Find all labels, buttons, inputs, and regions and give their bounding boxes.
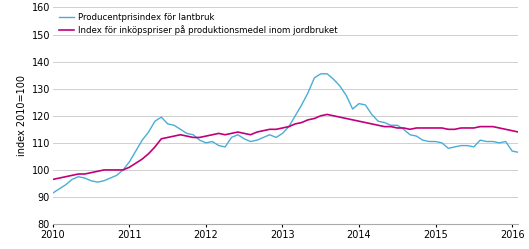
- Producentprisindex för lantbruk: [50, 191, 56, 194]
- Producentprisindex för lantbruk: [298, 103, 305, 106]
- Index för inköpspriser på produktionsmedel inom jordbruket: [50, 178, 56, 181]
- Producentprisindex för lantbruk: [133, 149, 139, 152]
- Index för inköpspriser på produktionsmedel inom jordbruket: [260, 129, 267, 132]
- Line: Index för inköpspriser på produktionsmedel inom jordbruket: Index för inköpspriser på produktionsmed…: [53, 115, 529, 180]
- Y-axis label: index 2010=100: index 2010=100: [17, 75, 28, 156]
- Producentprisindex för lantbruk: [209, 140, 215, 143]
- Line: Producentprisindex för lantbruk: Producentprisindex för lantbruk: [53, 74, 529, 193]
- Producentprisindex för lantbruk: [81, 177, 88, 180]
- Legend: Producentprisindex för lantbruk, Index för inköpspriser på produktionsmedel inom: Producentprisindex för lantbruk, Index f…: [57, 12, 339, 36]
- Producentprisindex för lantbruk: [260, 136, 267, 139]
- Index för inköpspriser på produktionsmedel inom jordbruket: [324, 113, 330, 116]
- Producentprisindex för lantbruk: [407, 133, 413, 136]
- Index för inköpspriser på produktionsmedel inom jordbruket: [298, 121, 305, 124]
- Producentprisindex för lantbruk: [317, 72, 324, 75]
- Index för inköpspriser på produktionsmedel inom jordbruket: [209, 133, 215, 136]
- Index för inköpspriser på produktionsmedel inom jordbruket: [81, 173, 88, 176]
- Index för inköpspriser på produktionsmedel inom jordbruket: [407, 128, 413, 131]
- Index för inköpspriser på produktionsmedel inom jordbruket: [133, 162, 139, 165]
